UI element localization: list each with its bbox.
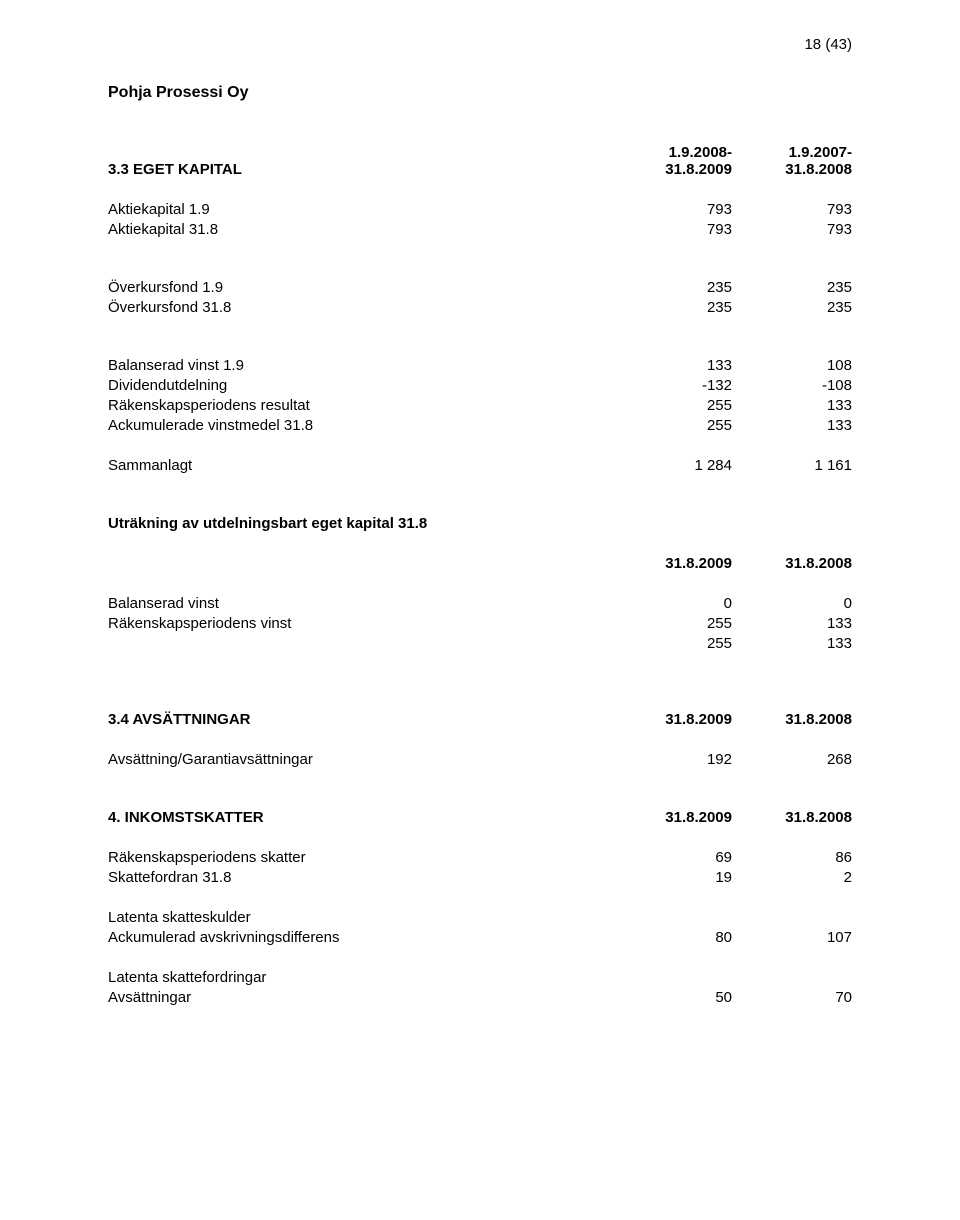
cell-value: 80 <box>612 927 732 947</box>
cell-value: 133 <box>732 633 852 653</box>
table-row: Dividendutdelning -132 -108 <box>108 375 852 395</box>
cell-value: 793 <box>732 199 852 219</box>
row-label: Räkenskapsperiodens vinst <box>108 613 612 633</box>
cell-value: 0 <box>732 593 852 613</box>
cell-value: 107 <box>732 927 852 947</box>
col-header-a-line2: 31.8.2009 <box>665 161 732 178</box>
table-row: Räkenskapsperiodens skatter 69 86 <box>108 847 852 867</box>
cell-value: -132 <box>612 375 732 395</box>
table-row: Uträkning av utdelningsbart eget kapital… <box>108 513 852 533</box>
cell-value: 133 <box>612 355 732 375</box>
cell-value: 255 <box>612 633 732 653</box>
cell-value: 235 <box>612 297 732 317</box>
cell-value: 255 <box>612 415 732 435</box>
row-label: Aktiekapital 31.8 <box>108 219 612 239</box>
table-row: Latenta skatteskulder <box>108 907 852 927</box>
cell-value: 1 284 <box>612 455 732 475</box>
company-name: Pohja Prosessi Oy <box>108 84 852 102</box>
col-header-b-line1: 1.9.2007- <box>789 144 852 161</box>
financial-table: 3.3 EGET KAPITAL 1.9.2008- 31.8.2009 1.9… <box>108 142 852 1007</box>
col-header-b: 31.8.2008 <box>732 553 852 573</box>
row-label: Aktiekapital 1.9 <box>108 199 612 219</box>
table-row: 3.4 AVSÄTTNINGAR 31.8.2009 31.8.2008 <box>108 709 852 729</box>
row-label: Avsättningar <box>108 987 612 1007</box>
cell-value: 1 161 <box>732 455 852 475</box>
row-label: Latenta skattefordringar <box>108 967 612 987</box>
cell-value: 793 <box>732 219 852 239</box>
cell-value: 133 <box>732 415 852 435</box>
row-label: Avsättning/Garantiavsättningar <box>108 749 612 769</box>
table-row: 255 133 <box>108 633 852 653</box>
cell-value: 133 <box>732 395 852 415</box>
cell-value: -108 <box>732 375 852 395</box>
row-label: Latenta skatteskulder <box>108 907 612 927</box>
row-label: Balanserad vinst <box>108 593 612 613</box>
table-row: 4. INKOMSTSKATTER 31.8.2009 31.8.2008 <box>108 807 852 827</box>
col-header-b: 31.8.2008 <box>732 807 852 827</box>
section-title: 4. INKOMSTSKATTER <box>108 807 612 827</box>
row-label: Ackumulerade vinstmedel 31.8 <box>108 415 612 435</box>
cell-value: 70 <box>732 987 852 1007</box>
cell-value: 0 <box>612 593 732 613</box>
cell-value: 793 <box>612 219 732 239</box>
cell-value: 268 <box>732 749 852 769</box>
row-label: Balanserad vinst 1.9 <box>108 355 612 375</box>
col-header-a: 31.8.2009 <box>612 553 732 573</box>
table-row: Skattefordran 31.8 19 2 <box>108 867 852 887</box>
col-header-b: 1.9.2007- 31.8.2008 <box>732 142 852 179</box>
cell-value: 255 <box>612 613 732 633</box>
table-row: Latenta skattefordringar <box>108 967 852 987</box>
page-number: 18 (43) <box>804 36 852 53</box>
table-row: Avsättningar 50 70 <box>108 987 852 1007</box>
table-row: Räkenskapsperiodens vinst 255 133 <box>108 613 852 633</box>
table-row: Aktiekapital 1.9 793 793 <box>108 199 852 219</box>
col-header-b-line2: 31.8.2008 <box>785 161 852 178</box>
table-row: Sammanlagt 1 284 1 161 <box>108 455 852 475</box>
cell-value: 86 <box>732 847 852 867</box>
row-label: Överkursfond 1.9 <box>108 277 612 297</box>
table-row: 3.3 EGET KAPITAL 1.9.2008- 31.8.2009 1.9… <box>108 142 852 179</box>
col-header-a: 31.8.2009 <box>612 807 732 827</box>
table-row: Räkenskapsperiodens resultat 255 133 <box>108 395 852 415</box>
table-row: Balanserad vinst 1.9 133 108 <box>108 355 852 375</box>
table-row: Aktiekapital 31.8 793 793 <box>108 219 852 239</box>
cell-value: 19 <box>612 867 732 887</box>
row-label: Ackumulerad avskrivningsdifferens <box>108 927 612 947</box>
page: 18 (43) Pohja Prosessi Oy 3.3 EGET KAPIT… <box>0 0 960 1220</box>
cell-value: 235 <box>732 297 852 317</box>
row-label: Överkursfond 31.8 <box>108 297 612 317</box>
table-row: Balanserad vinst 0 0 <box>108 593 852 613</box>
row-label: Sammanlagt <box>108 455 612 475</box>
section-title: Uträkning av utdelningsbart eget kapital… <box>108 513 852 533</box>
row-label: Dividendutdelning <box>108 375 612 395</box>
cell-value: 108 <box>732 355 852 375</box>
row-label: Skattefordran 31.8 <box>108 867 612 887</box>
col-header-b: 31.8.2008 <box>732 709 852 729</box>
col-header-a-line1: 1.9.2008- <box>669 144 732 161</box>
table-row: Ackumulerade vinstmedel 31.8 255 133 <box>108 415 852 435</box>
table-row: Avsättning/Garantiavsättningar 192 268 <box>108 749 852 769</box>
cell-value: 255 <box>612 395 732 415</box>
table-row: 31.8.2009 31.8.2008 <box>108 553 852 573</box>
cell-value: 192 <box>612 749 732 769</box>
section-title: 3.3 EGET KAPITAL <box>108 142 612 179</box>
cell-value: 50 <box>612 987 732 1007</box>
section-title: 3.4 AVSÄTTNINGAR <box>108 709 612 729</box>
cell-value: 133 <box>732 613 852 633</box>
cell-value: 69 <box>612 847 732 867</box>
col-header-a: 1.9.2008- 31.8.2009 <box>612 142 732 179</box>
cell-value: 793 <box>612 199 732 219</box>
cell-value: 235 <box>612 277 732 297</box>
table-row: Överkursfond 1.9 235 235 <box>108 277 852 297</box>
table-row: Överkursfond 31.8 235 235 <box>108 297 852 317</box>
row-label <box>108 633 612 653</box>
col-header-a: 31.8.2009 <box>612 709 732 729</box>
row-label: Räkenskapsperiodens resultat <box>108 395 612 415</box>
cell-value: 2 <box>732 867 852 887</box>
cell-value: 235 <box>732 277 852 297</box>
table-row: Ackumulerad avskrivningsdifferens 80 107 <box>108 927 852 947</box>
row-label: Räkenskapsperiodens skatter <box>108 847 612 867</box>
